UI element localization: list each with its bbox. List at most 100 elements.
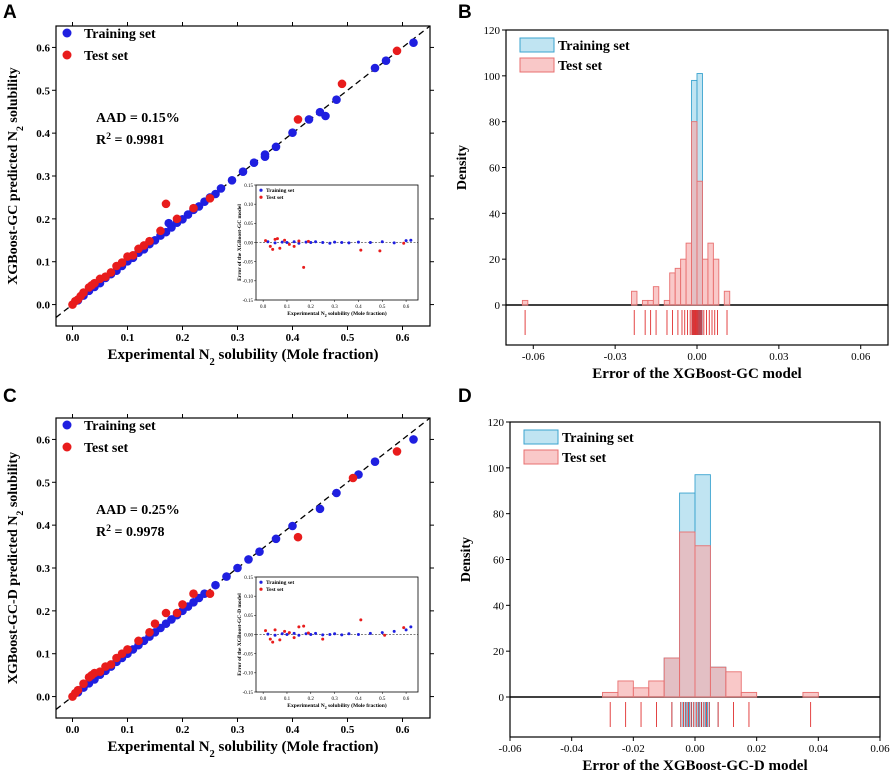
training-point — [164, 218, 174, 228]
inset-y-tick-label: 0.10 — [244, 595, 253, 600]
test-bar — [702, 258, 709, 306]
test-bar — [674, 267, 682, 306]
training-point — [288, 521, 297, 531]
y-axis-label: Density — [459, 537, 474, 582]
test-point — [101, 272, 110, 282]
x-axis-label: Experimental N2 solubility (Mole fractio… — [107, 347, 378, 368]
y-tick-label: 0.0 — [36, 300, 50, 312]
x-tick-label: 0.6 — [396, 724, 410, 736]
inset-test-point — [402, 626, 406, 630]
aad-annotation: AAD = 0.15% — [96, 111, 180, 126]
inset-x-tick-label: 0.4 — [355, 305, 362, 310]
y-tick-label: 0.6 — [36, 42, 50, 54]
x-tick-label: -0.02 — [622, 743, 645, 755]
inset-x-tick-label: 0.5 — [379, 305, 386, 310]
test-bar — [694, 545, 711, 698]
inset-test-point — [321, 637, 325, 641]
test-bar — [652, 286, 660, 306]
training-point — [332, 95, 341, 105]
x-tick-label: 0.1 — [121, 724, 135, 736]
legend-label: Training set — [562, 431, 634, 446]
inset-training-point — [409, 625, 413, 629]
legend-marker — [62, 28, 72, 38]
test-bar — [641, 299, 649, 306]
test-point — [172, 608, 182, 618]
x-tick-label: 0.6 — [396, 332, 410, 344]
test-bar — [521, 299, 529, 306]
inset-training-point — [266, 632, 270, 636]
panel-letter-c: C — [3, 386, 17, 407]
inset-x-tick-label: 0.6 — [403, 305, 410, 310]
inset-y-tick-label: 0.05 — [244, 222, 253, 227]
test-bar — [663, 657, 681, 698]
inset-y-tick-label: 0.00 — [244, 633, 253, 638]
test-point — [87, 670, 97, 680]
test-bar — [709, 666, 727, 698]
inset-x-tick-label: 0.1 — [284, 697, 291, 702]
x-tick-label: 0.4 — [286, 724, 300, 736]
inset-y-axis-label: Error of the XGBoost-GC-D model — [237, 593, 243, 676]
inset-y-tick-label: -0.10 — [243, 280, 254, 285]
legend-label: Test set — [558, 59, 603, 74]
inset-x-tick-label: 0.3 — [331, 697, 338, 702]
test-point — [205, 589, 215, 599]
inset-legend-marker — [259, 580, 263, 584]
x-axis-label: Error of the XGBoost-GC-D model — [582, 758, 807, 770]
legend-marker — [62, 420, 72, 430]
inset-x-tick-label: 0.6 — [403, 697, 410, 702]
x-tick-label: 0.0 — [66, 332, 80, 344]
inset-training-point — [328, 241, 332, 245]
test-point — [392, 447, 402, 456]
inset-x-tick-label: 0.5 — [379, 697, 386, 702]
x-axis-label: Experimental N2 solubility (Mole fractio… — [107, 739, 378, 760]
inset-training-point — [333, 632, 337, 636]
inset-training-point — [297, 633, 301, 637]
x-tick-label: 0.2 — [176, 332, 190, 344]
test-bar — [663, 299, 671, 306]
scatter-panel-a: 0.0 0.1 0.2 0.3 0.4 0.5 0.60.00.10.20.30.40.50… — [6, 22, 434, 368]
test-point — [123, 645, 132, 654]
inset-test-point — [302, 624, 306, 628]
y-tick-label: 0.1 — [36, 257, 50, 269]
inset-x-tick-label: 0.4 — [355, 697, 362, 702]
y-tick-label: 40 — [489, 208, 501, 220]
test-point — [189, 589, 198, 599]
test-bar — [691, 121, 698, 306]
inset-test-point — [287, 631, 291, 635]
legend-swatch — [523, 449, 559, 465]
test-point — [392, 46, 402, 56]
scatter-panel-c: 0.0 0.1 0.2 0.3 0.4 0.5 0.60.00.10.20.30.40.50… — [6, 414, 434, 760]
test-bar — [723, 290, 731, 306]
inset-training-point — [304, 632, 308, 636]
inset-plot: 0.0 0.1 0.2 0.3 0.4 0.5 0.6 0.15 0.10 0.05 0.00 -0.… — [237, 576, 419, 710]
y-tick-label: 0.5 — [36, 477, 50, 489]
legend-label: Test set — [84, 441, 129, 456]
inset-test-point — [287, 242, 291, 246]
test-bar — [632, 687, 650, 698]
histogram-panel-b: -0.06 -0.03 0.00 0.03 0.06 0 20 40 60 80 100 120 Tra… — [455, 25, 889, 382]
test-bar — [617, 680, 634, 698]
y-tick-label: 100 — [484, 71, 501, 83]
inset-test-point — [273, 628, 277, 632]
test-point — [139, 241, 149, 250]
test-bar — [740, 691, 758, 698]
inset-test-point — [273, 237, 277, 241]
test-point — [95, 667, 105, 677]
test-point — [156, 226, 165, 236]
inset-training-point — [356, 633, 360, 636]
y-tick-label: 40 — [493, 600, 505, 612]
training-point — [244, 555, 253, 564]
test-point — [348, 473, 358, 483]
x-tick-label: 0.5 — [341, 724, 355, 736]
training-point — [227, 175, 237, 185]
x-tick-label: 0.2 — [176, 724, 190, 736]
y-tick-label: 100 — [488, 463, 505, 475]
inset-x-tick-label: 0.3 — [331, 305, 338, 310]
test-point — [128, 250, 138, 260]
y-tick-label: 80 — [493, 509, 505, 521]
r2-annotation: R2 = 0.9981 — [96, 131, 165, 149]
test-point — [337, 79, 347, 89]
inset-legend-marker — [259, 188, 263, 192]
inset-training-point — [285, 241, 289, 244]
test-bar — [669, 272, 676, 306]
